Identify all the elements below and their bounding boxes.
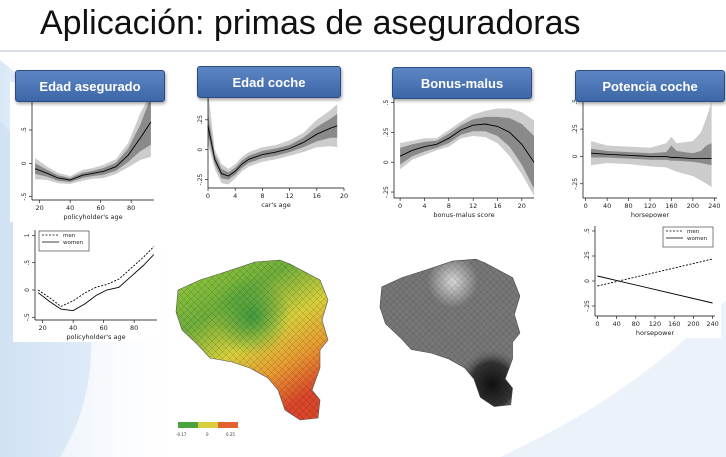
x-tick-label: 8	[447, 202, 451, 210]
map-legend-mid: 0	[206, 432, 209, 437]
y-tick-label: -.25	[197, 174, 204, 186]
x-axis-label: horsepower	[631, 211, 670, 219]
y-tick-label: .5	[572, 99, 579, 105]
y-tick-label: 0	[21, 161, 28, 165]
y-tick-label: .25	[584, 251, 591, 261]
x-tick-label: 240	[708, 202, 720, 210]
y-tick-label: .5	[24, 260, 31, 266]
header-bonus-malus: Bonus-malus	[392, 67, 532, 99]
confidence-band-outer	[208, 90, 338, 185]
series-line-women	[37, 254, 155, 312]
x-tick-label: 80	[130, 324, 138, 332]
x-tick-label: 16	[493, 202, 501, 210]
x-tick-label: 20	[340, 192, 348, 200]
y-tick-label: -.5	[24, 313, 31, 321]
y-tick-label: 0	[584, 279, 591, 283]
x-tick-label: 20	[518, 202, 526, 210]
x-axis-label: car's age	[261, 201, 291, 209]
series-line-men	[37, 246, 155, 307]
x-tick-label: 120	[649, 320, 661, 328]
y-tick-label: 0	[572, 154, 579, 158]
x-axis-label: horsepower	[636, 329, 675, 337]
x-tick-label: 80	[624, 202, 632, 210]
x-tick-label: 40	[603, 202, 611, 210]
series-line-men	[597, 258, 713, 287]
x-tick-label: 160	[665, 202, 677, 210]
confidence-band-inner	[208, 113, 338, 180]
series-line-0	[590, 152, 712, 160]
series-line-0	[399, 123, 535, 163]
legend-label-men: men	[687, 229, 700, 235]
x-tick-label: 80	[632, 320, 640, 328]
legend-label-men: men	[63, 233, 76, 239]
series-line-0	[207, 125, 338, 177]
belgium-map-significance	[379, 258, 521, 407]
x-tick-label: 16	[313, 192, 321, 200]
confidence-band-inner	[591, 143, 712, 166]
x-tick-label: 40	[66, 204, 74, 212]
chart-horsepower: -.25 0 .25 .5 0 40 80 120 160 200 240 horsepower	[561, 85, 723, 220]
x-tick-label: 240	[706, 320, 718, 328]
x-tick-label: 12	[469, 202, 477, 210]
header-edad-asegurado: Edad asegurado	[15, 70, 165, 102]
y-tick-label: .25	[197, 115, 204, 125]
legend-box	[38, 230, 90, 252]
x-tick-label: 40	[612, 320, 620, 328]
title-divider	[0, 50, 726, 52]
y-tick-label: .25	[572, 124, 579, 134]
y-tick-label: .5	[21, 127, 28, 133]
y-tick-label: -.5	[21, 193, 28, 201]
x-tick-label: 0	[206, 192, 210, 200]
y-tick-label: 0	[197, 148, 204, 152]
x-tick-label: 0	[398, 202, 402, 210]
y-tick-label: -.25	[383, 186, 390, 198]
x-tick-label: 60	[96, 204, 104, 212]
x-tick-label: 200	[687, 202, 699, 210]
x-tick-label: 4	[422, 202, 426, 210]
chart-age-by-gender: -.5 0 .5 1 20 40 60 80 policyholder's age menwome…	[13, 222, 163, 342]
belgium-map-color: -0.17 0 0.25	[175, 259, 329, 437]
series-line-0	[34, 121, 152, 181]
y-tick-label: .25	[383, 127, 390, 137]
header-edad-coche: Edad coche	[197, 66, 341, 98]
slide-title: Aplicación: primas de aseguradoras	[40, 4, 581, 42]
y-tick-label: .5	[584, 228, 591, 234]
y-tick-label: 1	[24, 233, 31, 237]
legend-label-women: women	[687, 236, 708, 242]
x-tick-label: 40	[69, 324, 77, 332]
map-legend-max: 0.25	[226, 432, 235, 437]
series-line-women	[597, 275, 713, 304]
y-tick-label: -.25	[572, 178, 579, 190]
x-tick-label: 20	[38, 324, 46, 332]
map-legend-min: -0.17	[176, 432, 187, 437]
chart-horsepower-by-gender: -.25 0 .25 .5 0 40 80 120 160 200 240 horsepower men…	[573, 218, 721, 338]
x-tick-label: 160	[668, 320, 680, 328]
x-axis-label: policyholder's age	[63, 213, 122, 221]
belgium-map-color-shape	[175, 259, 329, 421]
x-tick-label: 0	[595, 320, 599, 328]
x-tick-label: 80	[127, 204, 135, 212]
header-potencia-coche: Potencia coche	[575, 70, 725, 102]
y-tick-label: 0	[383, 160, 390, 164]
map-legend-bar	[178, 422, 238, 428]
y-tick-label: -.25	[584, 300, 591, 312]
confidence-band-outer	[591, 101, 712, 188]
legend-box	[662, 226, 714, 248]
x-tick-label: 200	[687, 320, 699, 328]
x-axis-label: bonus-malus score	[433, 211, 494, 219]
x-axis-label: policyholder's age	[66, 333, 125, 341]
chart-bonus-malus: -.25 0 .25 .5 0 4 8 12 16 20 bonus-malus score	[372, 85, 540, 220]
x-tick-label: 120	[644, 202, 656, 210]
x-tick-label: 4	[233, 192, 237, 200]
x-tick-label: 60	[99, 324, 107, 332]
x-tick-label: 0	[584, 202, 588, 210]
y-tick-label: .5	[383, 100, 390, 106]
x-tick-label: 8	[260, 192, 264, 200]
confidence-band-inner	[400, 116, 534, 189]
x-tick-label: 20	[35, 204, 43, 212]
y-tick-label: 0	[24, 288, 31, 292]
legend-label-women: women	[63, 240, 84, 246]
x-tick-label: 12	[285, 192, 293, 200]
